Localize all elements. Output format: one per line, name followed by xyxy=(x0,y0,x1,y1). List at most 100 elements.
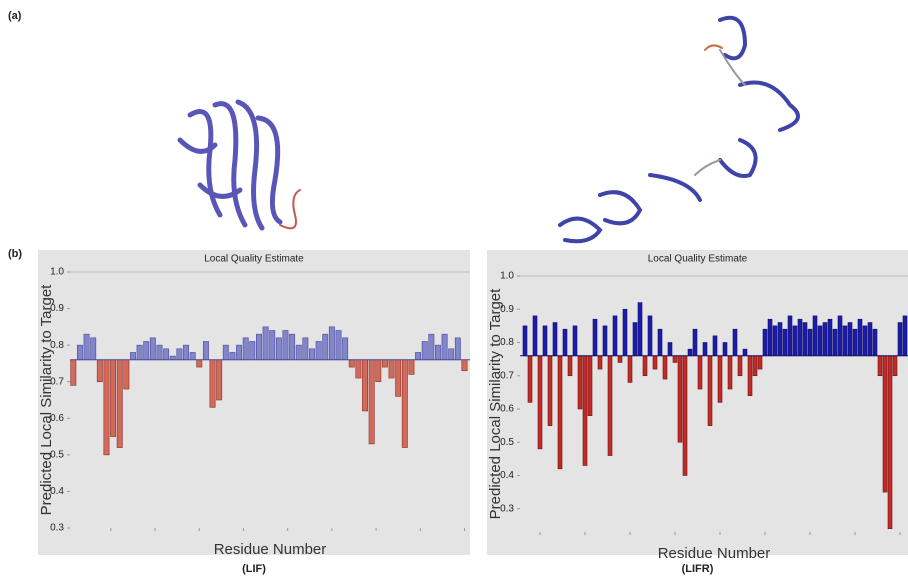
bar xyxy=(176,348,183,361)
x-tick-label: 810 xyxy=(892,537,908,548)
bar xyxy=(342,337,349,361)
bar xyxy=(242,337,249,361)
bar xyxy=(882,355,888,493)
bar xyxy=(572,325,578,357)
bar xyxy=(597,355,603,370)
bar xyxy=(236,344,243,361)
panel-label: (a) xyxy=(8,10,22,22)
bar xyxy=(275,337,282,361)
x-tick-label: 90 xyxy=(534,537,546,548)
bar xyxy=(767,318,773,357)
x-tick-label: 450 xyxy=(712,537,729,548)
bar xyxy=(867,322,873,357)
bar xyxy=(249,341,256,361)
bar xyxy=(842,325,848,357)
bar xyxy=(222,344,229,361)
bar xyxy=(642,355,648,377)
bar xyxy=(822,322,828,357)
y-tick-label: 0.4 xyxy=(500,470,514,481)
bar xyxy=(772,325,778,357)
bar xyxy=(149,337,156,361)
y-tick-label: 0.9 xyxy=(500,304,514,315)
bar xyxy=(712,335,718,357)
bar xyxy=(792,325,798,357)
bar xyxy=(542,325,548,357)
bar xyxy=(667,342,673,357)
bar xyxy=(262,326,269,361)
bar xyxy=(742,348,748,357)
bar xyxy=(448,348,455,361)
x-tick-label: 200 xyxy=(456,533,473,544)
bar xyxy=(362,359,368,412)
chart-title: Local Quality Estimate xyxy=(648,254,748,265)
bar xyxy=(70,359,77,386)
x-tick-label: 360 xyxy=(667,537,684,548)
bar xyxy=(532,315,538,357)
caption: (LIF) xyxy=(242,563,266,575)
bar xyxy=(189,352,196,361)
x-tick-label: 180 xyxy=(412,533,429,544)
plot-background xyxy=(38,250,470,555)
bar xyxy=(461,359,468,372)
bar xyxy=(552,322,558,357)
x-tick-label: 630 xyxy=(802,537,819,548)
bar xyxy=(123,359,130,390)
bar xyxy=(415,352,422,361)
bar xyxy=(527,355,533,403)
bar xyxy=(395,359,402,397)
y-tick-label: 1.0 xyxy=(50,267,64,278)
bar xyxy=(163,348,170,361)
x-tick-label: 540 xyxy=(757,537,774,548)
bar xyxy=(335,330,342,361)
bar xyxy=(547,355,553,426)
bar xyxy=(567,355,573,377)
bar xyxy=(902,315,908,357)
bar xyxy=(202,341,209,361)
bar xyxy=(702,342,708,357)
x-tick-label: 40 xyxy=(105,533,117,544)
bar xyxy=(183,344,189,361)
bar xyxy=(441,333,448,361)
y-tick-label: 0.4 xyxy=(50,486,64,497)
bar xyxy=(662,355,668,380)
bar xyxy=(557,355,563,470)
bar xyxy=(622,308,628,357)
bar xyxy=(269,330,276,361)
bar xyxy=(522,325,528,357)
x-tick-label: 60 xyxy=(150,533,162,544)
x-tick-label: 100 xyxy=(235,533,252,544)
bar xyxy=(857,318,863,357)
bar xyxy=(697,355,703,390)
bar xyxy=(892,355,898,377)
x-axis-label: Residue Number xyxy=(658,545,771,562)
bar xyxy=(375,359,382,383)
bar xyxy=(617,355,623,363)
bar xyxy=(832,328,838,357)
bar xyxy=(315,341,322,361)
bar xyxy=(435,344,441,361)
protein-lifr xyxy=(558,15,800,244)
bar xyxy=(847,322,853,357)
bar xyxy=(887,355,893,529)
bar xyxy=(812,315,818,357)
bar xyxy=(295,344,302,361)
bar xyxy=(602,325,608,357)
bar xyxy=(428,333,435,361)
x-tick-label: 180 xyxy=(577,537,594,548)
bar xyxy=(807,328,813,357)
bar xyxy=(817,325,823,357)
x-tick-label: 120 xyxy=(279,533,296,544)
bar xyxy=(216,359,223,401)
bar xyxy=(229,352,236,361)
bar xyxy=(454,337,461,361)
y-axis-label: Predicted Local Similarity to Target xyxy=(38,284,55,515)
bar xyxy=(687,348,693,357)
bar xyxy=(116,359,123,448)
bar xyxy=(282,330,289,361)
y-tick-label: 0.6 xyxy=(50,413,64,424)
bar xyxy=(103,359,110,456)
bar xyxy=(322,333,329,361)
bar xyxy=(582,355,588,466)
bar xyxy=(637,302,643,357)
